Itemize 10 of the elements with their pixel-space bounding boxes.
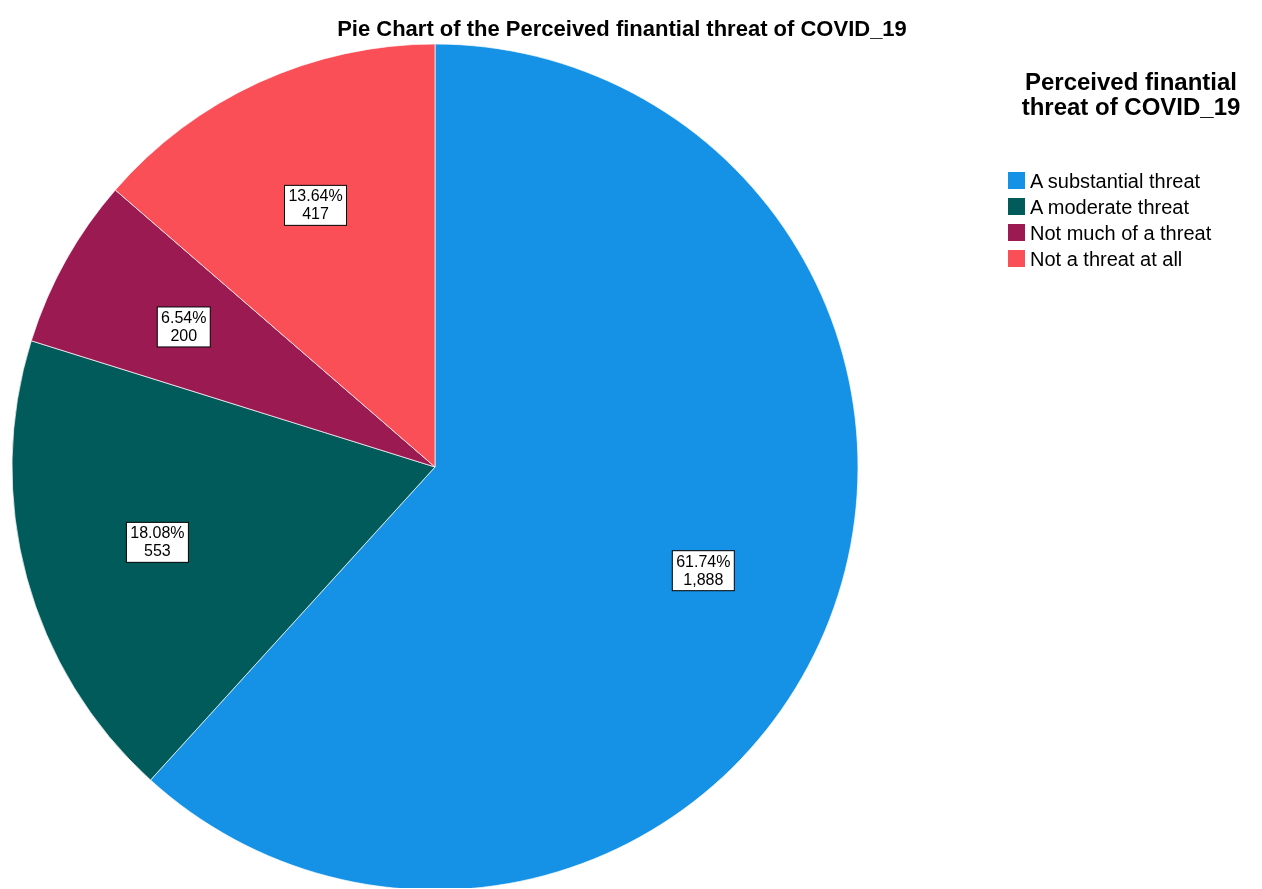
data-label: 6.54% 200 (161, 308, 207, 344)
legend-label: A substantial threat (1030, 170, 1201, 192)
data-label: 61.74% 1,888 (676, 552, 731, 588)
legend-title: Perceived finantial threat of COVID_19 (1021, 68, 1241, 120)
legend-label: Not a threat at all (1030, 248, 1183, 270)
data-label: 18.08% 553 (130, 524, 185, 560)
data-label: 13.64% 417 (288, 187, 343, 223)
legend-label: Not much of a threat (1030, 222, 1212, 244)
legend-label: A moderate threat (1030, 196, 1190, 218)
chart-title: Pie Chart of the Perceived finantial threat of COVID_19 (337, 16, 907, 41)
